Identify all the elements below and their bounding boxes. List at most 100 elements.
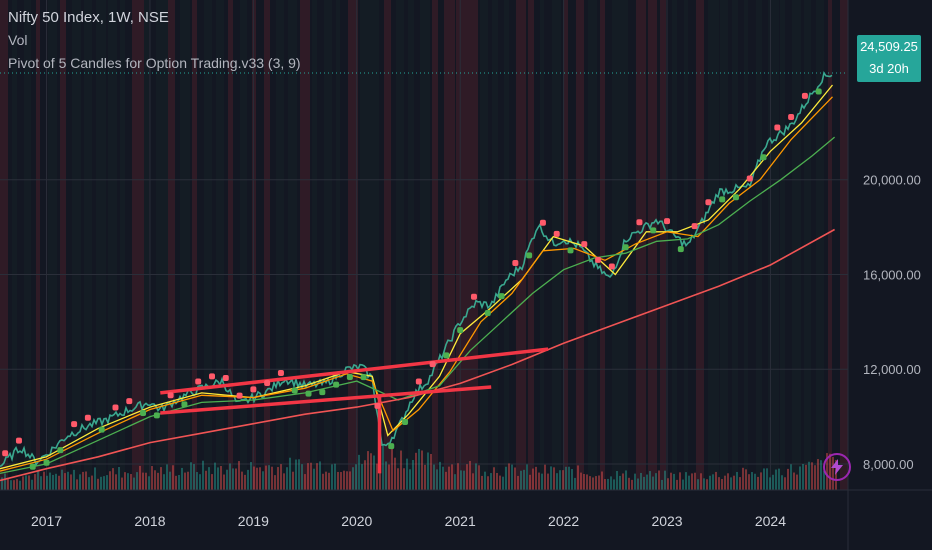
- volume-bar: [439, 461, 441, 490]
- volume-bar: [712, 474, 714, 490]
- volume-bar: [460, 470, 462, 490]
- pivot-high-marker: [415, 378, 422, 385]
- volume-bar: [499, 475, 501, 490]
- volume-bar: [313, 468, 315, 490]
- background-zone: [636, 0, 646, 490]
- volume-bar: [628, 477, 630, 490]
- background-zone: [564, 0, 568, 490]
- pivot-high-marker: [746, 175, 753, 182]
- pivot-indicator-label[interactable]: Pivot of 5 Candles for Option Trading.v3…: [8, 55, 301, 71]
- volume-bar: [508, 463, 510, 490]
- volume-bar: [535, 466, 537, 490]
- background-zone: [372, 0, 379, 490]
- volume-indicator-label[interactable]: Vol: [8, 32, 28, 48]
- pivot-high-marker: [608, 263, 615, 270]
- volume-bar: [22, 476, 24, 490]
- time-tick-label: 2021: [445, 513, 476, 529]
- volume-bar: [319, 461, 321, 490]
- volume-bar: [622, 473, 624, 490]
- pivot-low-marker: [815, 88, 822, 95]
- volume-bar: [457, 463, 459, 490]
- pivot-high-marker: [581, 241, 588, 248]
- volume-bar: [823, 470, 825, 490]
- time-tick-label: 2022: [548, 513, 579, 529]
- volume-bar: [793, 472, 795, 490]
- volume-bar: [40, 476, 42, 490]
- pivot-high-marker: [126, 398, 133, 405]
- volume-bar: [751, 472, 753, 490]
- volume-bar: [325, 471, 327, 490]
- volume-bar: [730, 477, 732, 490]
- volume-bar: [625, 470, 627, 490]
- volume-bar: [541, 473, 543, 490]
- lightning-icon[interactable]: [823, 453, 851, 481]
- volume-bar: [7, 478, 9, 490]
- background-zone: [732, 0, 738, 490]
- volume-bar: [694, 472, 696, 490]
- background-zone: [504, 0, 509, 490]
- background-zone: [216, 0, 224, 490]
- background-zone: [108, 0, 117, 490]
- volume-bar: [601, 471, 603, 490]
- volume-bar: [583, 474, 585, 490]
- volume-bar: [277, 467, 279, 490]
- chart-series: [0, 71, 836, 482]
- volume-bar: [310, 462, 312, 490]
- volume-bar: [520, 470, 522, 490]
- volume-bar: [634, 473, 636, 490]
- volume-bar: [472, 473, 474, 490]
- volume-bar: [4, 473, 6, 490]
- volume-bar: [631, 479, 633, 490]
- volume-bar: [466, 464, 468, 490]
- volume-bar: [550, 466, 552, 490]
- volume-bar: [244, 474, 246, 490]
- pivot-high-marker: [2, 450, 9, 457]
- trendline: [160, 385, 492, 415]
- pivot-high-marker: [374, 402, 381, 409]
- volume-bar: [376, 463, 378, 490]
- volume-bar: [301, 464, 303, 490]
- volume-bar: [415, 452, 417, 490]
- volume-bar: [220, 466, 222, 490]
- background-zone: [72, 0, 81, 490]
- pivot-high-marker: [664, 218, 671, 225]
- pivot-low-marker: [402, 418, 409, 425]
- volume-bar: [616, 471, 618, 490]
- volume-bar: [610, 476, 612, 490]
- volume-bar: [334, 463, 336, 490]
- volume-bar: [685, 472, 687, 490]
- volume-bar: [568, 466, 570, 490]
- volume-bar: [418, 448, 420, 490]
- background-zone: [648, 0, 657, 490]
- background-zone: [180, 0, 190, 490]
- volume-bar: [283, 473, 285, 490]
- bar-countdown: 3d 20h: [869, 61, 909, 76]
- volume-bar: [742, 467, 744, 490]
- volume-bar: [250, 461, 252, 490]
- volume-bar: [154, 470, 156, 490]
- time-axis[interactable]: 2017 2018 2019 2020 2021 2022 2023 2024: [31, 513, 786, 529]
- time-tick-label: 2017: [31, 513, 62, 529]
- background-zone: [60, 0, 66, 490]
- chart-grid: [0, 0, 848, 490]
- volume-bar: [298, 459, 300, 490]
- volume-bar: [184, 472, 186, 490]
- volume-bar: [88, 477, 90, 490]
- price-axis[interactable]: 8,000.00 12,000.00 16,000.00 20,000.00: [863, 173, 921, 472]
- volume-bar: [790, 464, 792, 490]
- volume-bar: [649, 471, 651, 490]
- volume-bar: [574, 477, 576, 490]
- symbol-title[interactable]: Nifty 50 Index, 1W, NSE: [8, 9, 169, 26]
- volume-bar: [562, 470, 564, 490]
- background-zone: [828, 0, 832, 490]
- volume-bar: [478, 465, 480, 490]
- background-zone: [288, 0, 297, 490]
- pivot-high-marker: [470, 293, 477, 300]
- pivot-low-marker: [677, 246, 684, 253]
- volume-bar: [223, 474, 225, 490]
- pivot-high-marker: [788, 113, 795, 120]
- pivot-high-marker: [84, 414, 91, 421]
- volume-bar: [31, 479, 33, 490]
- volume-bar: [739, 477, 741, 490]
